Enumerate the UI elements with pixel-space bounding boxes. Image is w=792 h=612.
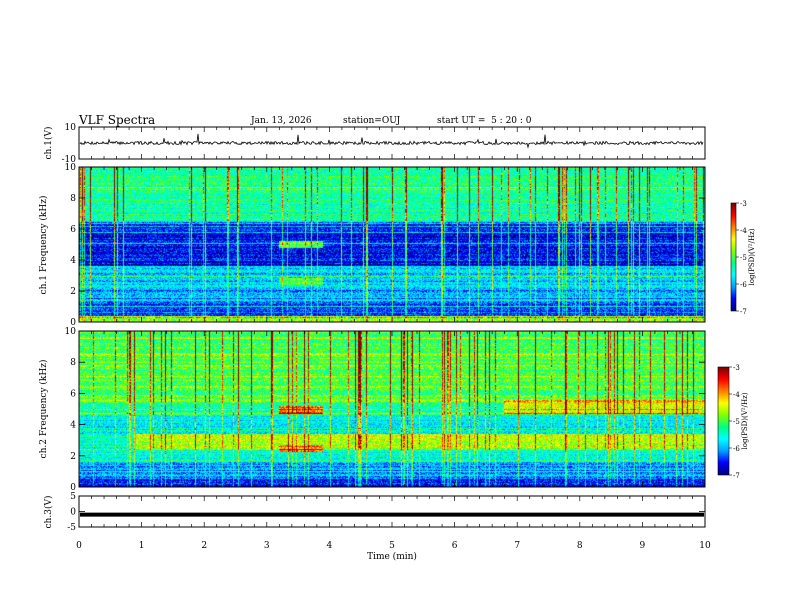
figure-title: VLF Spectra <box>79 113 156 127</box>
figure-station: station=OUJ <box>343 116 401 126</box>
ch1-colorbar-tick-label: -5 <box>740 254 747 262</box>
time-tick-label: 4 <box>327 541 333 551</box>
ch2-spectrogram-ytick-label: 4 <box>70 421 76 431</box>
ch1-waveform-panel: 10 -10 ch.1(V) <box>43 123 706 165</box>
ch3-waveform-ytick-label: 0 <box>70 508 76 518</box>
ch1-spectrogram-canvas <box>79 167 705 322</box>
ch2-colorbar-tick-label: -5 <box>733 418 740 426</box>
ch2-spectrogram-panel: 0 2 4 6 8 10 ch.2 Frequency (kHz) <box>38 327 706 493</box>
ch2-colorbar-canvas <box>718 367 729 475</box>
ch1-waveform-line <box>79 133 704 149</box>
ch1-spectrogram-ytick-label: 6 <box>70 225 76 235</box>
ch1-spectrogram-ylabel: ch.1 Frequency (kHz) <box>38 196 49 295</box>
ch1-colorbar-label: log(PSD)(V²/Hz) <box>748 228 756 285</box>
time-tick-label: 2 <box>201 541 207 551</box>
ch3-waveform-ylabel: ch.3(V) <box>43 496 54 529</box>
time-tick-label: 8 <box>577 541 583 551</box>
time-tick-label: 6 <box>452 541 458 551</box>
ch2-spectrogram-ytick-label: 10 <box>65 327 77 337</box>
ch3-waveform-ytick-label: -5 <box>67 523 76 533</box>
ch1-colorbar: -3 -4 -5 -6 -7 log(PSD)(V²/Hz) <box>730 200 756 316</box>
figure-start-ut: start UT = 5 : 20 : 0 <box>437 116 532 126</box>
ch1-colorbar-canvas <box>731 203 736 311</box>
ch1-spectrogram-panel: 0 2 4 6 8 10 ch.1 Frequency (kHz) <box>38 163 706 328</box>
ch1-spectrogram-ytick-label: 2 <box>70 287 76 297</box>
time-tick-label: 9 <box>640 541 646 551</box>
ch1-spectrogram-ytick-label: 4 <box>70 256 76 266</box>
time-axis-label: Time (min) <box>367 551 417 562</box>
time-tick-label: 10 <box>699 541 711 551</box>
ch2-spectrogram-ytick-label: 6 <box>70 389 76 399</box>
time-tick-label: 0 <box>76 541 82 551</box>
ch2-colorbar-label: log(PSD)(V²/Hz) <box>741 392 749 449</box>
ch1-spectrogram-ytick-label: 8 <box>70 194 76 204</box>
ch1-waveform-ytick-label: 10 <box>65 123 77 133</box>
ch1-waveform-ylabel: ch.1(V) <box>43 127 54 160</box>
time-tick-label: 5 <box>389 541 395 551</box>
ch2-colorbar-tick-label: -4 <box>733 391 740 399</box>
ch1-colorbar-tick-label: -4 <box>740 227 747 235</box>
ch2-spectrogram-ytick-label: 8 <box>70 358 76 368</box>
time-tick-label: 7 <box>514 541 520 551</box>
ch2-spectrogram-ytick-label: 0 <box>70 483 76 493</box>
ch1-waveform-ytick-label: -10 <box>62 155 77 165</box>
ch2-colorbar-tick-label: -6 <box>733 445 740 453</box>
ch1-spectrogram-ytick-label: 0 <box>70 318 76 328</box>
figure-date: Jan. 13, 2026 <box>251 116 312 126</box>
ch3-waveform-ytick-label: 5 <box>70 492 76 502</box>
ch2-colorbar: -3 -4 -5 -6 -7 log(PSD)(V²/Hz) <box>717 364 749 480</box>
ch1-spectrogram-ytick-label: 10 <box>65 163 77 173</box>
ch2-colorbar-tick-label: -7 <box>733 472 740 480</box>
time-tick-label: 3 <box>264 541 270 551</box>
ch3-waveform-panel: 5 0 -5 ch.3(V) <box>43 492 706 533</box>
ch1-colorbar-tick-label: -3 <box>740 200 747 208</box>
ch1-colorbar-tick-label: -7 <box>740 308 747 316</box>
ch1-colorbar-tick-label: -6 <box>740 281 747 289</box>
time-tick-label: 1 <box>139 541 145 551</box>
ch2-colorbar-tick-label: -3 <box>733 364 740 372</box>
ch2-spectrogram-ytick-label: 2 <box>70 452 76 462</box>
time-axis: 0 1 2 3 4 5 6 7 8 9 10 Time (min) <box>76 541 711 562</box>
ch2-spectrogram-ylabel: ch.2 Frequency (kHz) <box>38 360 49 459</box>
ch2-spectrogram-canvas <box>79 331 705 487</box>
